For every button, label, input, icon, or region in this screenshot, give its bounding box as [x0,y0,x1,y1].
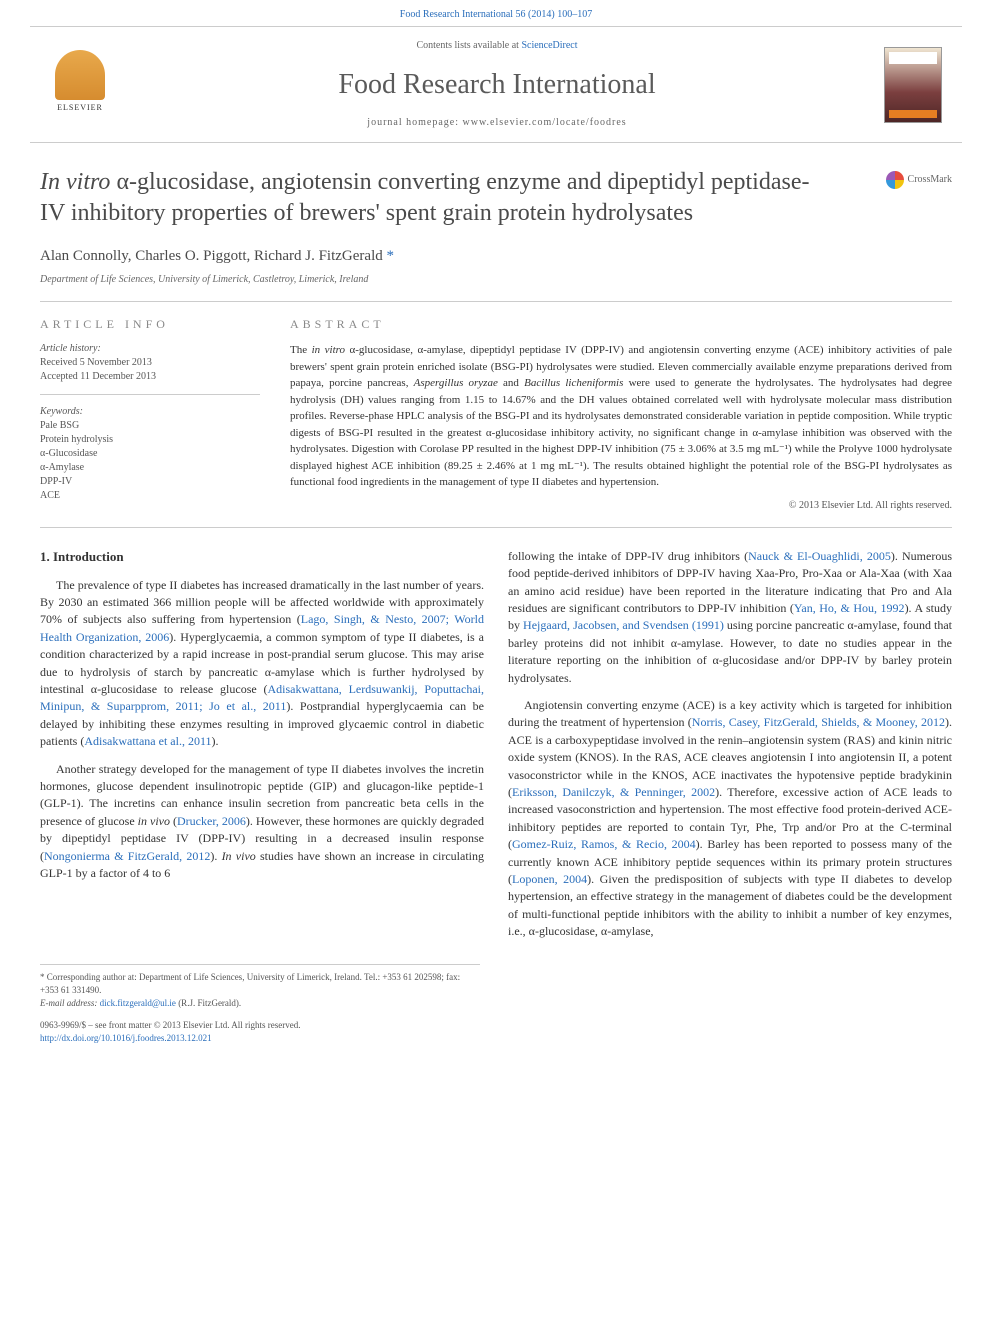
homepage-prefix: journal homepage: [367,117,462,128]
abstract-label: ABSTRACT [290,316,952,333]
history-label: Article history: [40,342,260,356]
cite-link[interactable]: Eriksson, Danilczyk, & Penninger, 2002 [512,785,715,799]
doi-link[interactable]: http://dx.doi.org/10.1016/j.foodres.2013… [40,1033,212,1043]
journal-ref-top: Food Research International 56 (2014) 10… [0,0,992,26]
corr-line: * Corresponding author at: Department of… [40,971,480,996]
keyword: DPP-IV [40,475,260,489]
corresponding-footer: * Corresponding author at: Department of… [40,964,480,1009]
article-head: CrossMark In vitro α-glucosidase, angiot… [40,167,952,286]
email-line: E-mail address: dick.fitzgerald@ul.ie (R… [40,997,480,1010]
received-line: Received 5 November 2013 [40,356,260,370]
journal-name: Food Research International [130,65,864,104]
journal-ref-link[interactable]: Food Research International 56 (2014) 10… [400,9,592,20]
contents-prefix: Contents lists available at [416,40,521,51]
cite-link[interactable]: Adisakwattana et al., 2011 [84,734,211,748]
divider-2 [40,527,952,528]
crossmark-badge[interactable]: CrossMark [886,171,952,189]
keyword: Pale BSG [40,419,260,433]
issn-line: 0963-9969/$ – see front matter © 2013 El… [40,1019,952,1032]
keywords-label: Keywords: [40,405,260,419]
para-2: Another strategy developed for the manag… [40,761,484,883]
elsevier-tree-icon [55,50,105,100]
cite-link[interactable]: Yan, Ho, & Hou, 1992 [794,601,905,615]
cite-link[interactable]: Loponen, 2004 [512,872,587,886]
cite-link[interactable]: Norris, Casey, FitzGerald, Shields, & Mo… [692,715,945,729]
homepage-line: journal homepage: www.elsevier.com/locat… [130,116,864,130]
keywords-block: Keywords: Pale BSG Protein hydrolysis α-… [40,405,260,503]
title-italic: In vitro [40,169,110,195]
contents-line: Contents lists available at ScienceDirec… [130,39,864,53]
info-abstract-row: ARTICLE INFO Article history: Received 5… [40,316,952,513]
cite-link[interactable]: Hejgaard, Jacobsen, and Svendsen (1991) [523,618,724,632]
article-info-label: ARTICLE INFO [40,316,260,333]
elsevier-logo: ELSEVIER [50,50,110,120]
abstract-copyright: © 2013 Elsevier Ltd. All rights reserved… [290,499,952,513]
footer-meta: 0963-9969/$ – see front matter © 2013 El… [40,1019,952,1044]
title-rest: α-glucosidase, angiotensin converting en… [40,169,809,226]
homepage-url[interactable]: www.elsevier.com/locate/foodres [463,117,627,128]
body-columns: 1. Introduction The prevalence of type I… [40,548,952,951]
article-info-col: ARTICLE INFO Article history: Received 5… [40,316,260,513]
history-block: Article history: Received 5 November 201… [40,342,260,395]
cite-link[interactable]: Nauck & El-Ouaghlidi, 2005 [748,549,891,563]
crossmark-label: CrossMark [908,173,952,187]
elsevier-label: ELSEVIER [57,102,103,113]
abstract-text: The in vitro α-glucosidase, α-amylase, d… [290,342,952,491]
cite-link[interactable]: Nongonierma & FitzGerald, 2012 [44,849,210,863]
corresponding-star[interactable]: * [387,248,395,264]
keyword: ACE [40,489,260,503]
para-4: Angiotensin converting enzyme (ACE) is a… [508,697,952,940]
column-left: 1. Introduction The prevalence of type I… [40,548,484,951]
section-1-heading: 1. Introduction [40,548,484,567]
journal-cover-thumb [884,47,942,123]
column-right: following the intake of DPP-IV drug inhi… [508,548,952,951]
journal-header: ELSEVIER Contents lists available at Sci… [30,26,962,143]
email-link[interactable]: dick.fitzgerald@ul.ie [100,998,176,1008]
header-center: Contents lists available at ScienceDirec… [110,39,884,130]
crossmark-icon [886,171,904,189]
affiliation: Department of Life Sciences, University … [40,273,952,287]
authors-text: Alan Connolly, Charles O. Piggott, Richa… [40,248,387,264]
keyword: Protein hydrolysis [40,433,260,447]
keyword: α-Amylase [40,461,260,475]
cite-link[interactable]: Gomez-Ruiz, Ramos, & Recio, 2004 [512,837,696,851]
authors-line: Alan Connolly, Charles O. Piggott, Richa… [40,246,952,267]
keyword: α-Glucosidase [40,447,260,461]
abstract-col: ABSTRACT The in vitro α-glucosidase, α-a… [290,316,952,513]
sciencedirect-link[interactable]: ScienceDirect [521,40,577,51]
divider-1 [40,301,952,302]
accepted-line: Accepted 11 December 2013 [40,370,260,384]
para-3: following the intake of DPP-IV drug inhi… [508,548,952,687]
article-title: In vitro α-glucosidase, angiotensin conv… [40,167,952,229]
para-1: The prevalence of type II diabetes has i… [40,577,484,751]
cite-link[interactable]: Drucker, 2006 [177,814,246,828]
